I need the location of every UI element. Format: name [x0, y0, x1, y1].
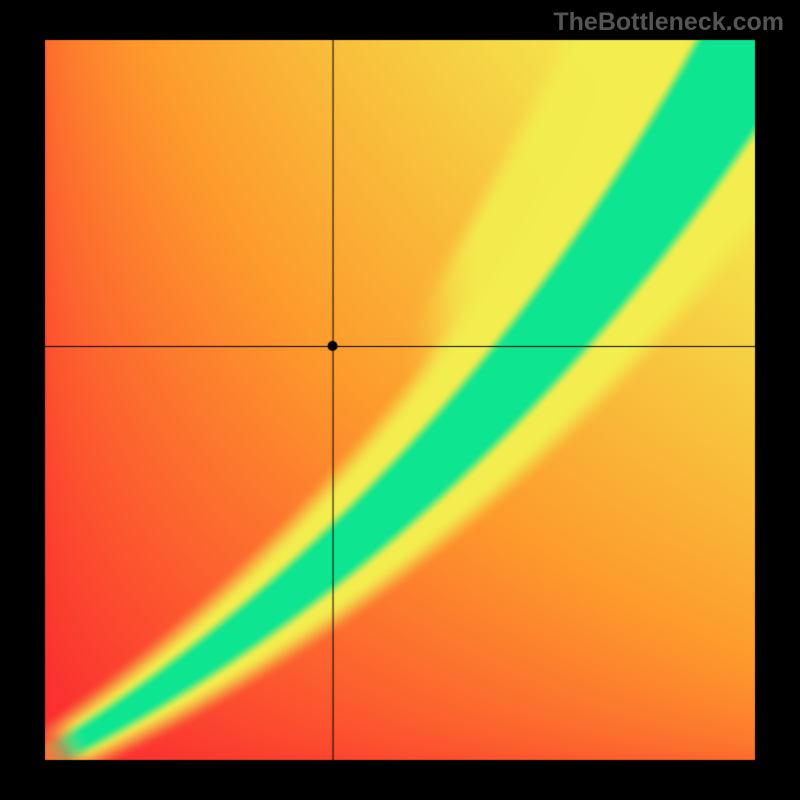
heatmap-canvas [0, 0, 800, 800]
watermark-text: TheBottleneck.com [553, 8, 784, 37]
